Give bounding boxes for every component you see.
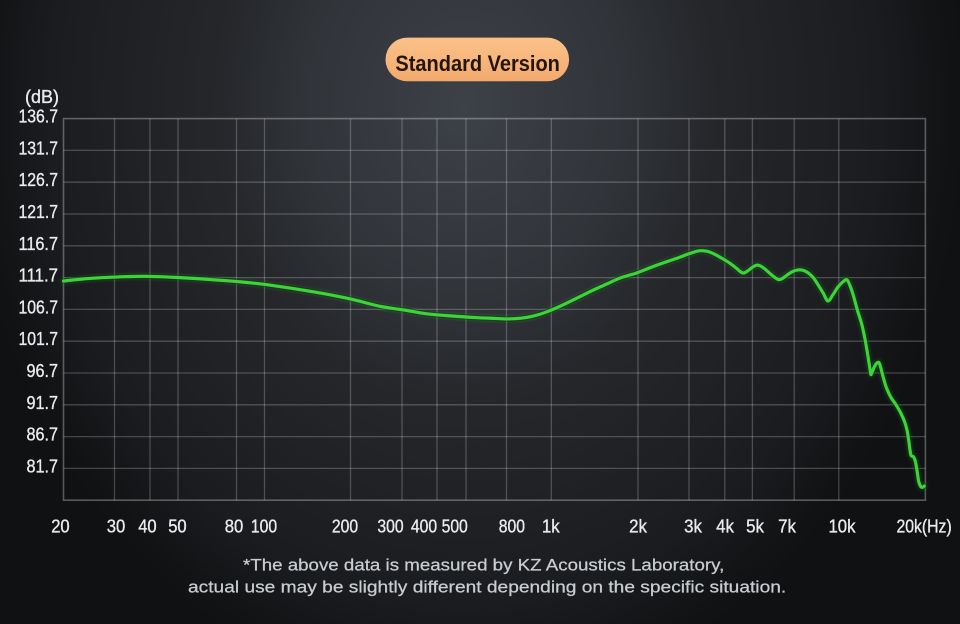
svg-text:30: 30 xyxy=(107,516,126,537)
svg-text:96.7: 96.7 xyxy=(27,360,59,381)
svg-text:5k: 5k xyxy=(746,516,764,537)
svg-text:3k: 3k xyxy=(684,516,702,537)
svg-text:50: 50 xyxy=(168,516,187,537)
svg-text:*The above data is measured by: *The above data is measured by KZ Acoust… xyxy=(243,556,724,575)
svg-text:100: 100 xyxy=(251,516,277,537)
svg-text:10k: 10k xyxy=(829,516,857,537)
svg-text:126.7: 126.7 xyxy=(19,169,59,190)
svg-text:800: 800 xyxy=(499,516,525,537)
svg-text:111.7: 111.7 xyxy=(19,265,59,286)
svg-text:91.7: 91.7 xyxy=(27,392,59,413)
svg-text:136.7: 136.7 xyxy=(19,106,59,127)
svg-text:20: 20 xyxy=(51,516,69,537)
svg-text:1k: 1k xyxy=(542,516,560,537)
svg-text:40: 40 xyxy=(138,516,157,537)
svg-text:80: 80 xyxy=(225,516,244,537)
svg-text:131.7: 131.7 xyxy=(19,137,59,158)
svg-text:7k: 7k xyxy=(778,516,796,537)
svg-text:300: 300 xyxy=(377,516,403,537)
svg-text:(dB): (dB) xyxy=(25,86,59,107)
svg-text:2k: 2k xyxy=(629,516,647,537)
svg-text:86.7: 86.7 xyxy=(27,424,59,445)
svg-text:101.7: 101.7 xyxy=(19,328,59,349)
svg-text:106.7: 106.7 xyxy=(19,296,59,317)
svg-text:116.7: 116.7 xyxy=(19,233,59,254)
svg-text:actual use may be slightly dif: actual use may be slightly different dep… xyxy=(188,578,786,597)
svg-text:4k: 4k xyxy=(716,516,734,537)
svg-text:200: 200 xyxy=(332,516,358,537)
svg-text:Standard Version: Standard Version xyxy=(395,51,560,76)
svg-text:500: 500 xyxy=(442,516,468,537)
svg-text:81.7: 81.7 xyxy=(27,455,59,476)
svg-text:20k(Hz): 20k(Hz) xyxy=(897,516,952,537)
svg-text:121.7: 121.7 xyxy=(19,201,59,222)
svg-text:400: 400 xyxy=(411,516,437,537)
